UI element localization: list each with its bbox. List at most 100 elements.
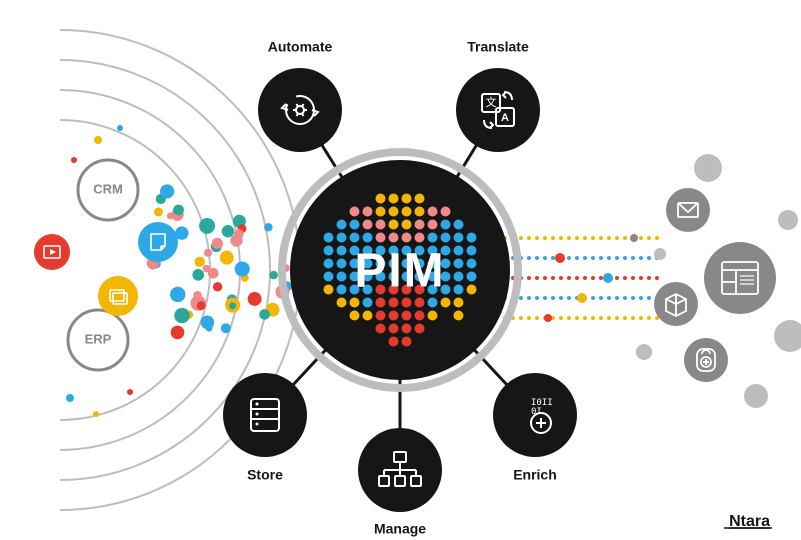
stream-dot <box>591 296 595 300</box>
stream-dot <box>567 276 571 280</box>
scatter-dot <box>230 234 242 246</box>
stream-dot <box>607 296 611 300</box>
pim-dot <box>389 220 399 230</box>
stream-dot <box>631 316 635 320</box>
browser-icon <box>704 242 776 314</box>
satellite-label-automate: Automate <box>268 39 333 55</box>
decor-circle <box>778 210 798 230</box>
pim-dot <box>402 311 412 321</box>
scatter-dot <box>220 251 234 265</box>
scatter-dot <box>170 287 185 302</box>
scatter-dot <box>171 326 185 340</box>
stream-dot <box>543 236 547 240</box>
image-icon <box>98 276 138 316</box>
stream-dot <box>543 276 547 280</box>
stream-dot <box>615 296 619 300</box>
scatter-dot <box>193 291 202 300</box>
stream-dot <box>551 296 555 300</box>
svg-text:A: A <box>501 112 509 124</box>
stream-dot <box>647 296 651 300</box>
stream-dot <box>519 296 523 300</box>
pim-dot <box>415 207 425 217</box>
svg-text:0I: 0I <box>531 407 542 417</box>
stream-dot <box>655 236 659 240</box>
system-label: ERP <box>85 331 112 346</box>
decor-circle <box>694 154 722 182</box>
pim-dot <box>402 220 412 230</box>
stream-dot <box>575 236 579 240</box>
scatter-dot <box>197 301 206 310</box>
system-label: CRM <box>93 181 123 196</box>
stream-dot <box>647 276 651 280</box>
pim-dot <box>350 311 360 321</box>
pim-dot <box>363 311 373 321</box>
scatter-dot <box>221 323 231 333</box>
decor-dot <box>71 157 77 163</box>
stream-dot <box>591 236 595 240</box>
scatter-dot <box>167 213 174 220</box>
scatter-dot <box>212 238 223 249</box>
pim-dot <box>376 207 386 217</box>
pim-dot <box>376 194 386 204</box>
pim-dot <box>376 220 386 230</box>
satellite-store <box>223 373 307 457</box>
pim-dot <box>389 194 399 204</box>
pim-dot <box>402 194 412 204</box>
stream-dot <box>591 276 595 280</box>
stream-dot <box>575 316 579 320</box>
scatter-dot <box>174 308 189 323</box>
scatter-dot <box>199 218 215 234</box>
stream-dot <box>583 256 587 260</box>
stream-dot <box>591 316 595 320</box>
scatter-dot <box>160 184 174 198</box>
stream-dot <box>519 316 523 320</box>
scatter-dot <box>248 292 262 306</box>
stream-dot <box>623 276 627 280</box>
stream-dot <box>631 256 635 260</box>
scatter-dot <box>206 325 213 332</box>
satellite-label-manage: Manage <box>374 521 426 537</box>
stream-dot <box>655 276 659 280</box>
scatter-dot <box>235 261 250 276</box>
stream-dot <box>591 256 595 260</box>
stream-dot <box>567 236 571 240</box>
stream-dot <box>639 296 643 300</box>
pim-dot <box>376 311 386 321</box>
scatter-dot <box>195 257 205 267</box>
stream-dot <box>623 256 627 260</box>
pim-dot <box>363 220 373 230</box>
pim-dot <box>389 324 399 334</box>
stream-dot <box>615 256 619 260</box>
satellite-label-translate: Translate <box>467 39 529 55</box>
stream-dot <box>535 316 539 320</box>
stream-dot <box>631 276 635 280</box>
satellite-translate <box>456 68 540 152</box>
stream-dot <box>647 236 651 240</box>
scatter-dot <box>259 309 270 320</box>
stream-dot <box>535 236 539 240</box>
scatter-dot <box>269 271 278 280</box>
pim-dot <box>428 207 438 217</box>
pim-dot <box>389 207 399 217</box>
pim-dot <box>402 337 412 347</box>
stream-dot <box>599 256 603 260</box>
stream-dot <box>599 316 603 320</box>
decor-dot <box>66 394 74 402</box>
decor-dot <box>94 136 102 144</box>
pim-dot <box>454 220 464 230</box>
scatter-dot <box>222 225 234 237</box>
pim-dot <box>376 324 386 334</box>
stream-dot <box>615 316 619 320</box>
stream-dot <box>527 296 531 300</box>
stream-dot <box>631 296 635 300</box>
stream-dot <box>567 316 571 320</box>
pim-dot <box>389 337 399 347</box>
stream-dot <box>647 316 651 320</box>
pim-dot <box>415 324 425 334</box>
satellite-automate <box>258 68 342 152</box>
note-icon <box>138 222 178 262</box>
stream-dot <box>567 256 571 260</box>
scatter-dot <box>173 205 184 216</box>
pim-dot <box>389 311 399 321</box>
stream-dot <box>575 256 579 260</box>
